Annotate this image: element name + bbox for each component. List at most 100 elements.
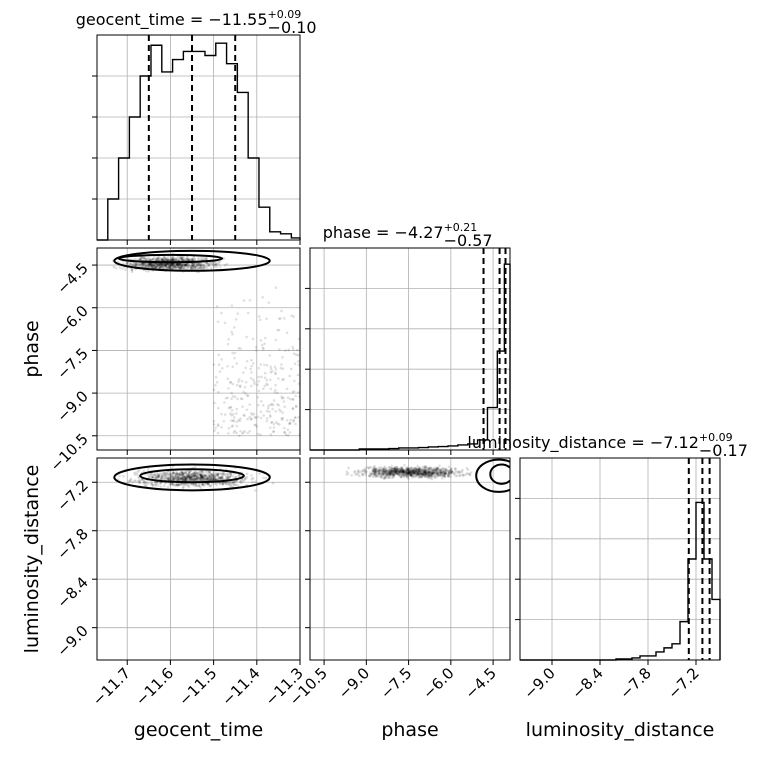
sample-point xyxy=(219,476,222,480)
sample-point xyxy=(233,480,237,483)
sample-point xyxy=(272,399,276,402)
sample-point xyxy=(151,257,155,261)
sample-point xyxy=(218,477,222,480)
sample-point xyxy=(201,477,205,480)
sample-point xyxy=(199,474,202,478)
sample-point xyxy=(400,469,403,472)
sample-point xyxy=(216,424,220,428)
sample-point xyxy=(126,261,130,264)
sample-point xyxy=(156,475,160,479)
title-plus: +0.09 xyxy=(268,8,302,21)
sample-point xyxy=(407,473,410,476)
sample-point xyxy=(145,484,149,488)
y-tick-label-luminosity_distance: −9.0 xyxy=(53,622,91,660)
sample-point xyxy=(373,467,377,471)
sample-point xyxy=(171,266,174,270)
sample-point xyxy=(138,258,141,261)
sample-point xyxy=(418,472,422,475)
sample-point xyxy=(423,470,427,473)
sample-point xyxy=(411,470,415,474)
sample-point xyxy=(151,476,155,480)
sample-point xyxy=(386,474,390,477)
sample-point xyxy=(199,263,202,266)
sample-point xyxy=(404,470,408,474)
sample-point xyxy=(183,476,187,480)
sample-point xyxy=(375,468,378,471)
sample-point xyxy=(374,470,377,474)
sample-point xyxy=(232,419,236,422)
sample-point xyxy=(226,477,229,480)
sample-point xyxy=(389,472,393,476)
sample-point xyxy=(369,465,373,469)
sample-point xyxy=(227,482,230,485)
sample-point xyxy=(146,257,149,261)
sample-point xyxy=(391,469,394,473)
sample-point xyxy=(193,265,197,269)
sample-point xyxy=(400,473,403,477)
sample-point xyxy=(384,467,388,471)
sample-point xyxy=(187,471,191,475)
sample-point xyxy=(386,471,390,474)
sample-point xyxy=(112,265,116,269)
sample-point xyxy=(213,475,217,478)
sample-point xyxy=(417,473,421,477)
sample-point xyxy=(433,468,437,472)
sample-point xyxy=(405,469,409,472)
sample-point xyxy=(356,473,360,476)
sample-point xyxy=(168,264,172,267)
sample-point xyxy=(389,470,393,474)
sample-point xyxy=(358,474,361,478)
sample-point xyxy=(418,469,422,473)
sample-point xyxy=(140,263,144,266)
sample-point xyxy=(153,263,156,267)
sample-point xyxy=(434,469,438,472)
sample-point xyxy=(184,264,187,267)
sample-point xyxy=(164,259,168,262)
sample-point xyxy=(449,468,452,472)
sample-point xyxy=(405,471,408,474)
sample-point xyxy=(191,478,195,482)
sample-point xyxy=(449,475,452,478)
sample-point xyxy=(233,395,237,399)
sample-point xyxy=(443,469,447,473)
sample-point xyxy=(171,263,175,267)
sample-point xyxy=(179,266,183,270)
sample-point xyxy=(169,476,172,479)
sample-point xyxy=(217,472,220,476)
sample-point xyxy=(216,473,219,477)
sample-point xyxy=(285,418,289,422)
sample-point xyxy=(143,263,147,266)
sample-point xyxy=(182,265,186,268)
sample-point xyxy=(230,304,234,307)
sample-point xyxy=(375,469,378,473)
sample-point xyxy=(374,467,377,471)
sample-point xyxy=(175,483,178,487)
sample-point xyxy=(234,412,238,415)
sample-point xyxy=(203,266,206,270)
sample-point xyxy=(190,476,193,479)
x-axis-label-phase: phase xyxy=(381,719,438,741)
sample-point xyxy=(228,476,231,479)
sample-point xyxy=(399,471,403,475)
sample-point xyxy=(392,472,395,475)
sample-point xyxy=(283,431,286,434)
sample-point xyxy=(134,263,137,267)
sample-point xyxy=(395,471,399,475)
sample-point xyxy=(168,267,172,270)
sample-point xyxy=(374,468,378,472)
sample-point xyxy=(445,471,448,474)
histogram-phase xyxy=(310,263,511,451)
sample-point xyxy=(402,474,406,478)
sample-point xyxy=(207,482,210,486)
sample-point xyxy=(214,477,217,481)
sample-point xyxy=(161,474,164,477)
sample-point xyxy=(261,404,265,407)
sample-point xyxy=(395,468,398,472)
sample-point xyxy=(293,362,297,365)
sample-point xyxy=(177,476,180,479)
sample-point xyxy=(165,258,169,261)
sample-point xyxy=(206,476,210,480)
sample-point xyxy=(261,346,265,349)
sample-point xyxy=(405,468,408,472)
sample-point xyxy=(165,266,169,269)
